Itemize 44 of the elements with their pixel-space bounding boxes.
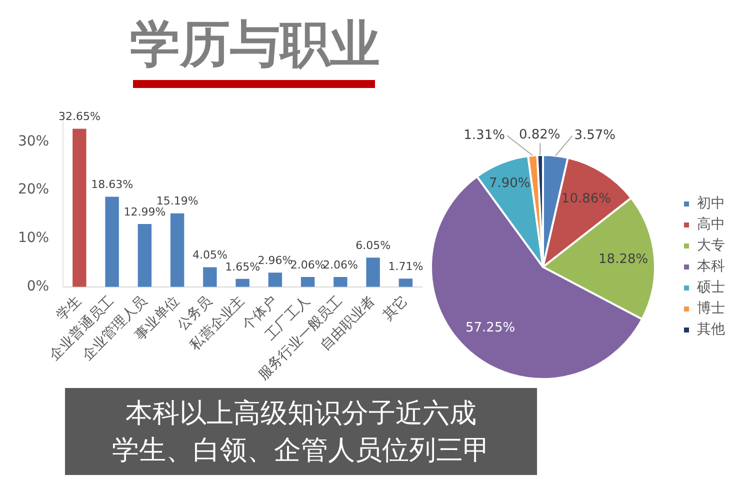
data-label: 4.05% [192, 248, 228, 262]
data-label: 0.82% [518, 127, 560, 142]
bar [138, 224, 152, 287]
bar [170, 213, 184, 287]
bar [72, 128, 86, 287]
bar [203, 267, 217, 287]
data-label: 2.06% [322, 258, 358, 272]
y-tick-label: 10% [18, 230, 50, 246]
bar [236, 278, 250, 287]
legend-label: 硕士 [696, 280, 725, 296]
text: 本科以上高级知识分子近六成 [124, 397, 478, 431]
legend-label: 其他 [697, 322, 725, 338]
bar [300, 276, 315, 287]
bar [105, 196, 119, 287]
chart-title: 学历与职业 [129, 14, 381, 74]
legend-label: 高中 [697, 216, 725, 233]
legend-label: 大专 [697, 238, 725, 254]
data-label: 2.06% [290, 258, 326, 272]
x-tick-label: 其它 [380, 292, 412, 324]
legend-label: 博士 [697, 300, 725, 317]
data-label: 1.31% [464, 128, 505, 143]
legend-label: 本科 [697, 258, 725, 275]
y-tick-label: 30% [18, 133, 50, 150]
data-label: 18.28% [598, 252, 648, 268]
data-label: 18.63% [91, 178, 134, 192]
data-label: 6.05% [356, 238, 391, 252]
data-label: 32.65% [58, 110, 100, 124]
data-label: 10.86% [561, 191, 611, 206]
text: 学生、白领、企管人员位列三甲 [111, 434, 491, 468]
bar [334, 276, 348, 287]
data-label: 2.96% [258, 254, 293, 267]
data-label: 12.99% [124, 205, 166, 218]
bar [366, 258, 380, 287]
data-label: 3.57% [574, 128, 616, 144]
y-tick-label: 0% [26, 278, 50, 295]
data-label: 15.19% [156, 194, 198, 208]
legend-label: 初中 [697, 196, 725, 212]
data-label: 1.71% [388, 260, 424, 273]
data-label: 57.25% [465, 320, 516, 336]
data-label: 7.90% [488, 176, 530, 192]
bar [398, 278, 413, 287]
bar [268, 272, 282, 287]
y-tick-label: 20% [18, 182, 50, 198]
data-label: 1.65% [225, 260, 260, 274]
